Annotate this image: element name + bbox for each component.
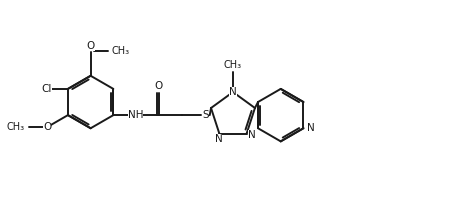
Text: N: N	[214, 134, 222, 144]
Text: NH: NH	[128, 110, 143, 120]
Text: N: N	[248, 130, 256, 140]
Text: Cl: Cl	[41, 84, 51, 94]
Text: N: N	[306, 123, 314, 133]
Text: CH₃: CH₃	[223, 60, 241, 70]
Text: N: N	[228, 87, 237, 97]
Text: O: O	[86, 41, 95, 51]
Text: O: O	[43, 122, 51, 132]
Text: S: S	[202, 110, 208, 120]
Text: CH₃: CH₃	[111, 46, 129, 56]
Text: O: O	[154, 81, 163, 91]
Text: CH₃: CH₃	[7, 122, 25, 132]
